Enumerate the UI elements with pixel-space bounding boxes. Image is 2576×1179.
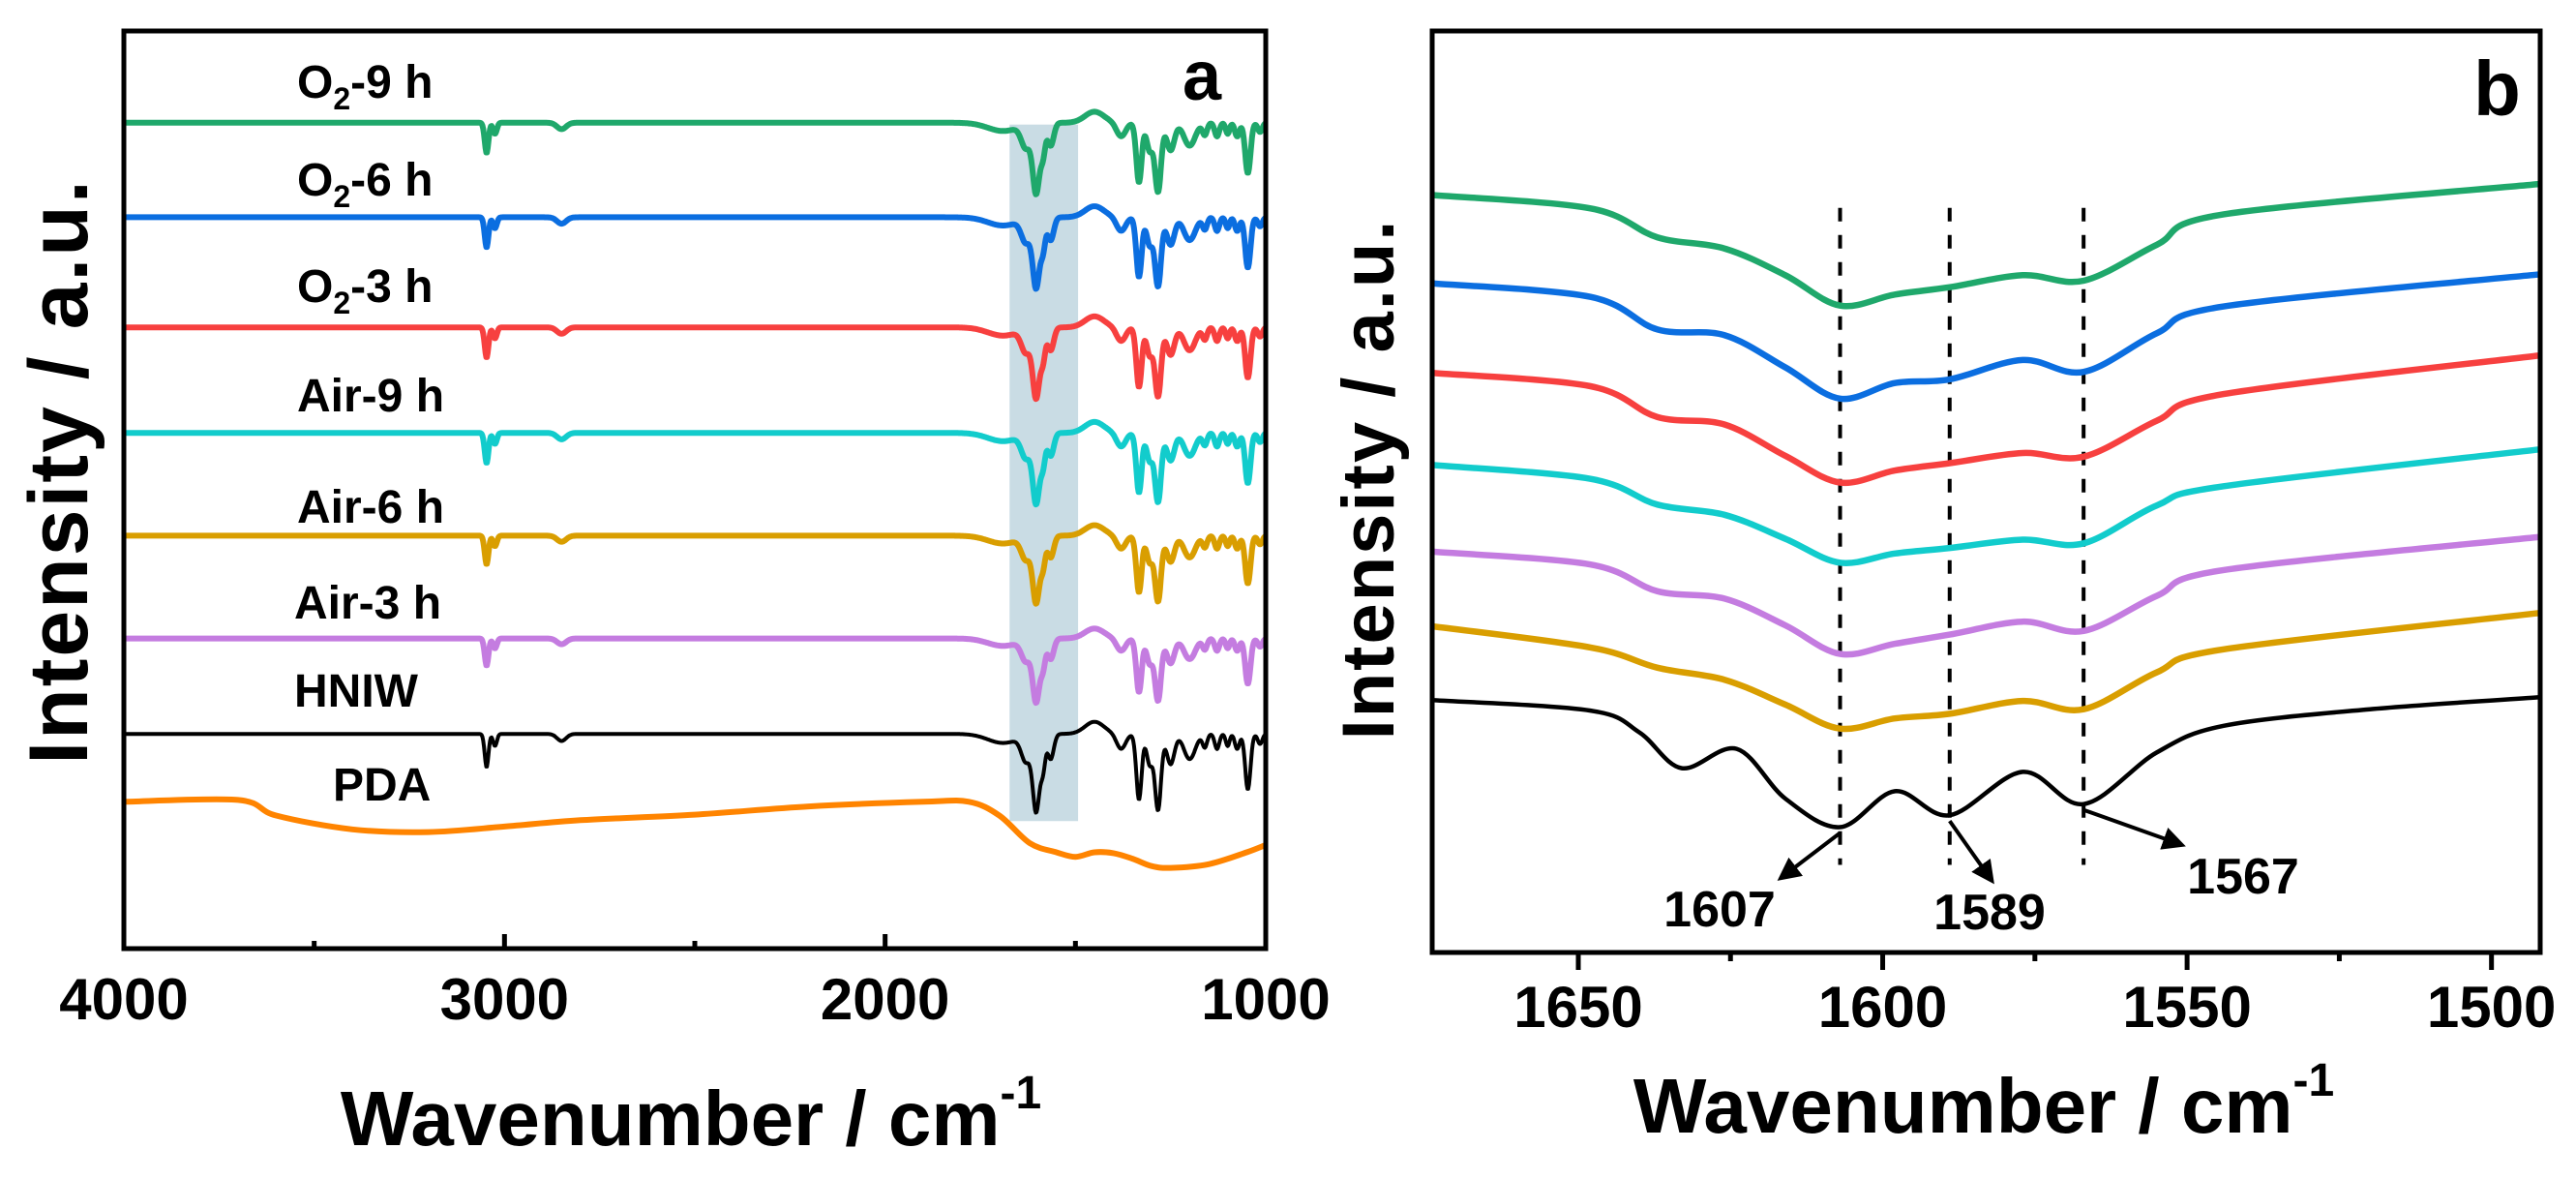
series-label-air-6h: Air-6 h [297, 482, 444, 533]
x-tick-label: 2000 [821, 967, 949, 1032]
panel-b-label: b [2473, 45, 2521, 132]
series-line-b-2 [1431, 351, 2541, 487]
series-line-b-4 [1431, 533, 2541, 658]
series-line-o2-9-h [121, 108, 1269, 197]
series-line-b-5 [1431, 609, 2541, 733]
annotation-1607: 1607 [1663, 882, 1776, 938]
panel-b-x-ticks: 1650 1600 1550 1500 [1513, 952, 2556, 1040]
panel-b-frame [1429, 28, 2543, 955]
series-line-air-3-h [121, 625, 1269, 707]
series-line-o2-6-h [121, 203, 1269, 292]
x-tick-label: 4000 [59, 967, 188, 1032]
x-tick-label: 1600 [1818, 975, 1947, 1040]
series-line-b-1 [1431, 271, 2541, 403]
panel-b-series [1431, 180, 2541, 830]
panel-b: 1650 1600 1550 1500 b 1607 1589 1567 Wavenu… [1328, 28, 2556, 1149]
x-tick-label: 1650 [1513, 975, 1642, 1040]
series-line-pda [123, 796, 1268, 871]
x-tick-label: 1550 [2122, 975, 2251, 1040]
series-label-o2-3h: O2-3 h [297, 261, 433, 320]
series-label-air-9h: Air-9 h [297, 371, 444, 422]
series-label-o2-9h: O2-9 h [297, 57, 433, 116]
series-line-b-6 [1431, 695, 2541, 830]
x-tick-label: 1000 [1201, 967, 1330, 1032]
panel-a-label: a [1183, 38, 1222, 115]
panel-a-series [121, 108, 1269, 871]
series-label-o2-6h: O2-6 h [297, 155, 433, 214]
annotation-arrows [1777, 807, 2186, 885]
series-label-air-3h: Air-3 h [294, 578, 441, 629]
series-line-air-9-h [121, 418, 1269, 508]
annotation-arrow-1607 [1777, 831, 1842, 881]
x-tick-label: 3000 [440, 967, 569, 1032]
series-line-hniw [122, 719, 1268, 815]
annotation-1589: 1589 [1933, 885, 2046, 941]
annotation-arrow-1567 [2082, 807, 2186, 850]
panel-a: 4000 3000 2000 1000 a O2-9 h O2-6 h O2-3 h … [13, 28, 1331, 1162]
annotation-arrow-1589 [1948, 819, 1994, 885]
series-line-b-3 [1431, 445, 2541, 566]
series-label-hniw: HNIW [294, 666, 419, 717]
series-line-air-6-h [121, 522, 1269, 607]
panel-b-x-axis-title: Wavenumber / cm-1 [1633, 1055, 2334, 1149]
panel-a-x-ticks: 4000 3000 2000 1000 [59, 934, 1331, 1032]
reference-lines [1838, 207, 2086, 865]
series-line-b-0 [1431, 180, 2541, 310]
panel-a-y-axis-title: Intensity / a.u. [13, 178, 105, 764]
x-tick-label: 1500 [2427, 975, 2556, 1040]
panel-a-x-axis-title: Wavenumber / cm-1 [341, 1068, 1041, 1162]
series-label-pda: PDA [333, 760, 431, 811]
panel-b-y-axis-title: Intensity / a.u. [1328, 219, 1410, 741]
panel-a-frame [121, 28, 1269, 952]
series-line-o2-3-h [121, 313, 1269, 403]
annotation-1567: 1567 [2187, 849, 2299, 905]
